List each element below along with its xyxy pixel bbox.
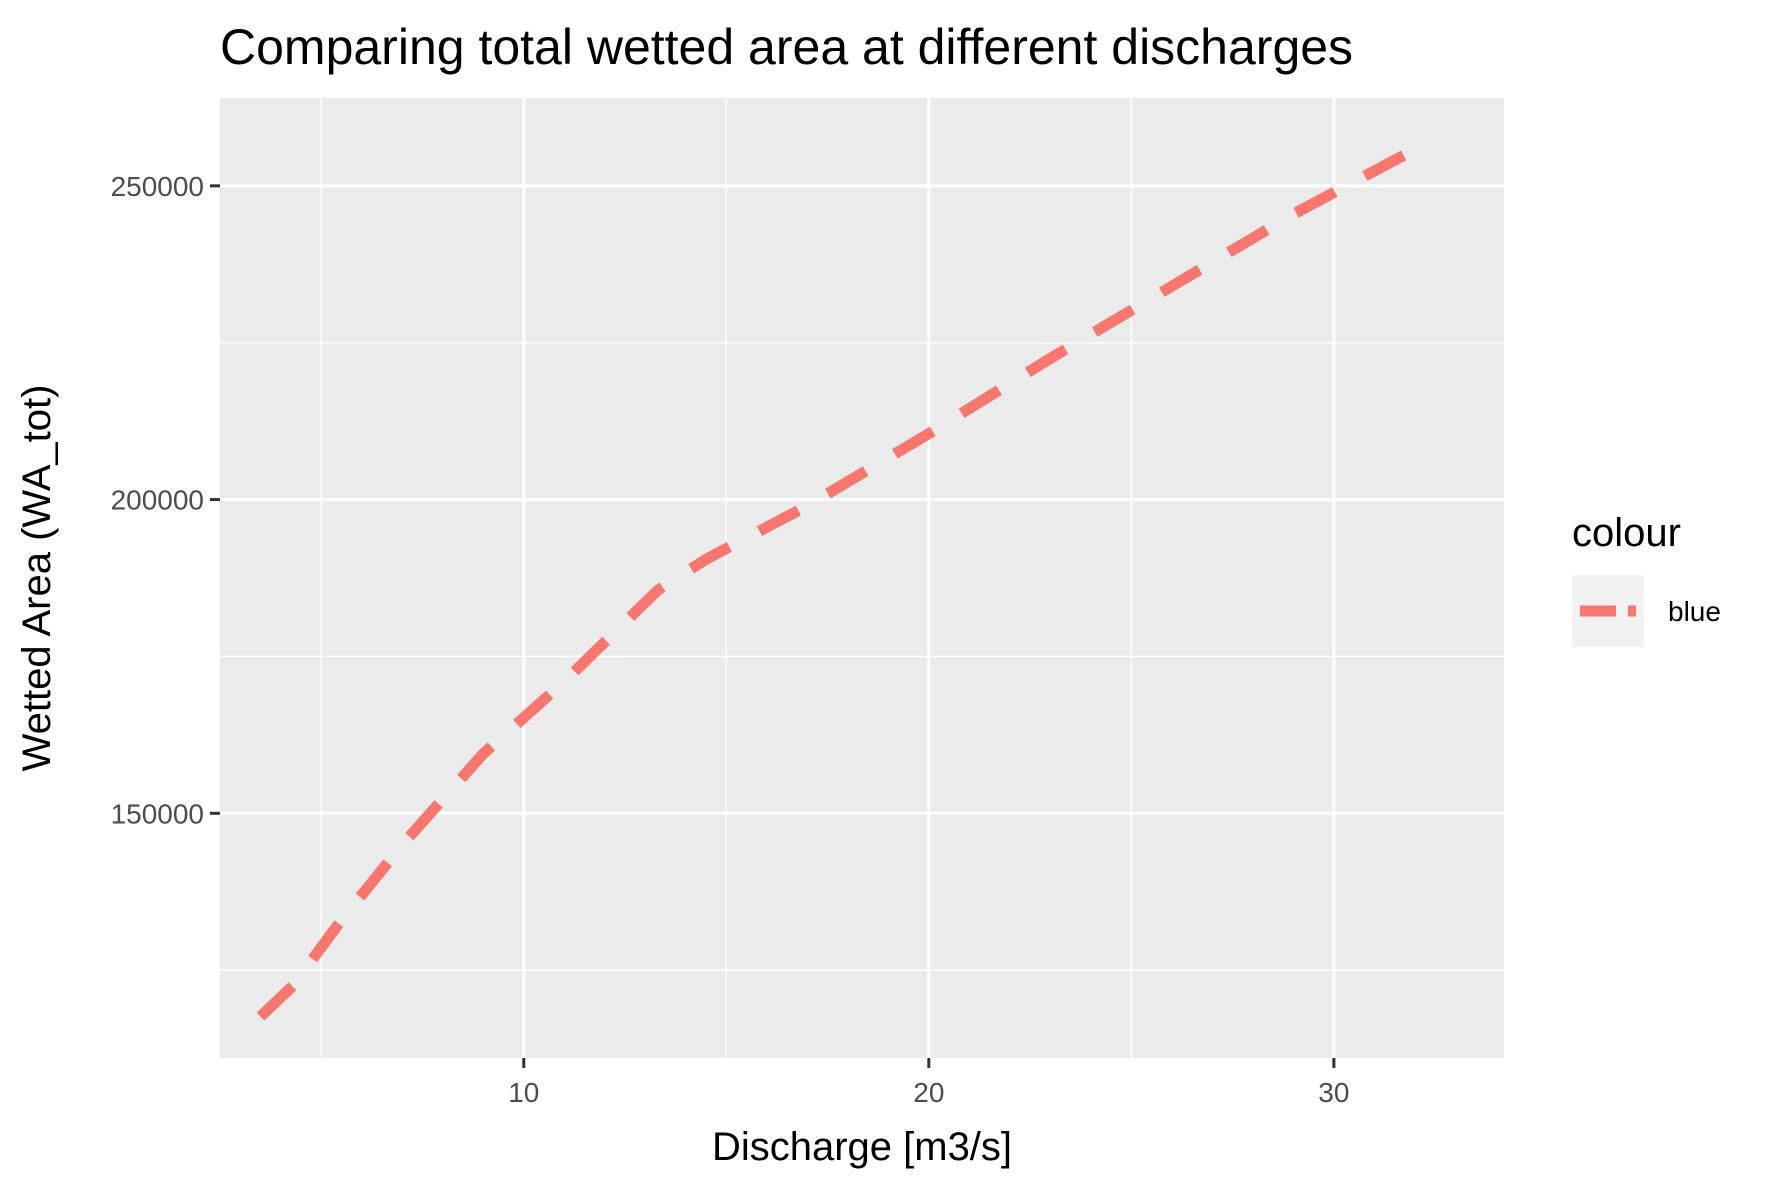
chart-title: Comparing total wetted area at different… — [220, 19, 1353, 75]
x-tick-label: 10 — [508, 1077, 539, 1108]
x-axis-title: Discharge [m3/s] — [712, 1125, 1012, 1169]
x-tick-label: 30 — [1318, 1077, 1349, 1108]
y-axis-title: Wetted Area (WA_tot) — [15, 385, 59, 772]
minor-gridlines — [220, 98, 1504, 1058]
major-gridlines — [220, 98, 1504, 1058]
plot-panel — [220, 98, 1504, 1058]
legend-label: blue — [1668, 596, 1721, 627]
y-tick-label: 150000 — [111, 798, 204, 829]
legend-title: colour — [1572, 511, 1681, 555]
legend: colour blue — [1572, 511, 1721, 647]
y-tick-label: 200000 — [111, 485, 204, 516]
x-tick-label: 20 — [913, 1077, 944, 1108]
x-axis: 10 20 30 — [508, 1058, 1349, 1108]
y-axis: 150000 200000 250000 — [111, 171, 220, 829]
y-tick-label: 250000 — [111, 171, 204, 202]
